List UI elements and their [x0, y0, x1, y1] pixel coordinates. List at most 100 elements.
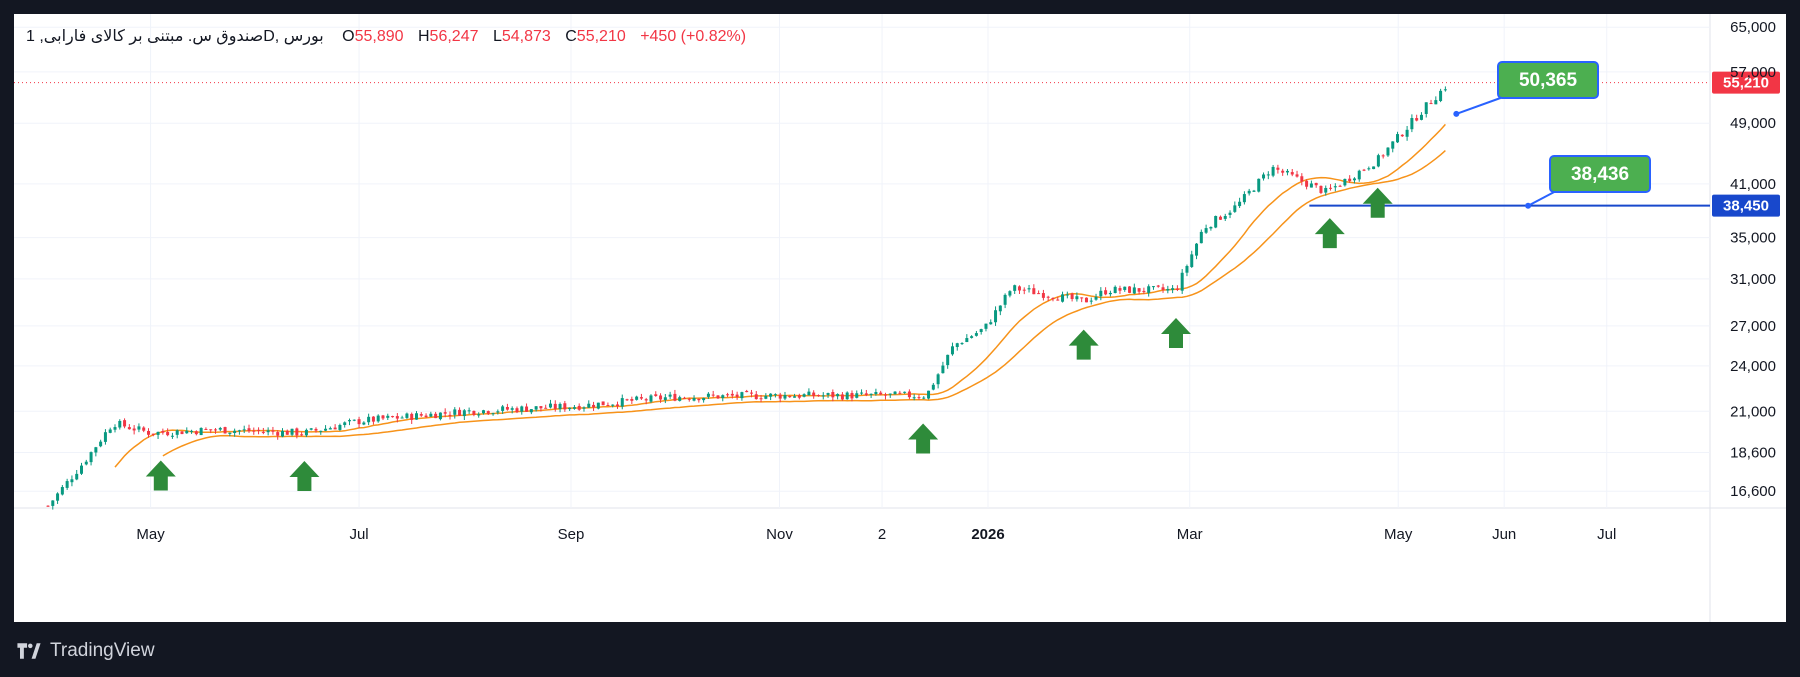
candle-body [1443, 89, 1447, 91]
y-tick-label: 31,000 [1730, 271, 1776, 288]
callout-pointer [1455, 95, 1507, 115]
candle-body [615, 404, 619, 407]
candle-body [1151, 286, 1155, 288]
open-value: 55,890 [354, 28, 404, 45]
candle-body [879, 392, 883, 395]
candle-body [1161, 287, 1165, 290]
high-value: 56,247 [429, 28, 479, 45]
candle-body [845, 392, 849, 400]
candle-body [1439, 90, 1443, 101]
candle-body [491, 413, 495, 415]
time-axis[interactable]: May Jul Sep Nov 2 2026 Mar May Jun Jul [136, 526, 1616, 543]
candle-body [1046, 296, 1050, 298]
candle-body [721, 395, 725, 399]
x-tick-label: Jul [349, 526, 368, 543]
candle-body [1415, 118, 1419, 121]
candle-body [592, 404, 596, 408]
candle-body [1128, 286, 1132, 293]
candle-body [300, 434, 304, 436]
candle-body [477, 414, 481, 416]
y-tick-label: 27,000 [1730, 318, 1776, 335]
candle-body [510, 408, 514, 410]
candle-body [1300, 176, 1304, 182]
candle-body [1338, 185, 1342, 187]
candle-body [558, 403, 562, 410]
candle-body [1276, 167, 1280, 170]
candle-body [1266, 174, 1270, 176]
candle-body [1171, 288, 1175, 290]
candle-body [955, 343, 959, 348]
candle-body [343, 422, 347, 426]
candle-body [654, 394, 658, 396]
x-tick-label: Jun [1492, 526, 1516, 543]
candle-body [419, 414, 423, 416]
candle-body [434, 413, 438, 419]
candle-body [836, 394, 840, 397]
candle-body [903, 391, 907, 393]
candle-body [247, 428, 251, 432]
candle-body [812, 392, 816, 397]
candle-body [1037, 293, 1041, 295]
candle-body [185, 430, 189, 434]
candle-body [950, 346, 954, 355]
candle-body [60, 487, 64, 495]
candle-body [1041, 293, 1045, 298]
candle-body [1190, 254, 1194, 267]
candle-body [525, 406, 529, 412]
symbol-legend: صندوق س. مبتنی بر کالای فارابی, 1D, بورس… [26, 26, 746, 46]
candle-body [1357, 170, 1361, 180]
price-axis[interactable]: 65,000 57,000 49,000 41,000 35,000 31,000 27,0… [1730, 19, 1776, 500]
callout-anchor-dot [1453, 110, 1460, 117]
x-tick-label: Mar [1177, 526, 1203, 543]
price-chart[interactable]: 55,210 38,450 50,365 38,436 65,000 57,000 49,… [14, 14, 1786, 622]
candle-body [726, 394, 730, 396]
candle-body [199, 427, 203, 436]
candle-body [716, 395, 720, 399]
candle-body [539, 406, 543, 409]
buy-arrow-icon [1314, 218, 1345, 249]
candle-body [458, 409, 462, 416]
candle-body [874, 392, 878, 395]
candle-body [1166, 288, 1170, 291]
chart-panel[interactable]: 55,210 38,450 50,365 38,436 65,000 57,000 49,… [14, 14, 1786, 622]
candle-body [1424, 102, 1428, 114]
candle-body [759, 398, 763, 400]
tradingview-brand[interactable]: TradingView [14, 640, 155, 662]
candle-body [1290, 172, 1294, 175]
candle-body [970, 336, 974, 338]
candle-body [371, 416, 375, 422]
candle-body [998, 305, 1002, 312]
candle-body [1156, 285, 1160, 287]
candle-body [1381, 155, 1385, 157]
candle-body [1281, 170, 1285, 173]
candle-body [1348, 178, 1352, 182]
candle-body [357, 419, 361, 425]
open-label: O [342, 28, 355, 45]
candle-body [295, 428, 299, 436]
y-tick-label: 41,000 [1730, 176, 1776, 193]
callout-anchor-dot [1525, 202, 1532, 209]
candle-body [764, 395, 768, 399]
candle-body [280, 430, 284, 437]
candle-body [893, 391, 897, 395]
candle-body [338, 424, 342, 430]
candle-body [1118, 288, 1122, 291]
candle-body [46, 505, 50, 507]
candle-body [1061, 294, 1065, 302]
candle-body [1372, 166, 1376, 170]
price-callout-box [1549, 155, 1651, 193]
candle-body [1003, 294, 1007, 305]
candle-body [1314, 182, 1318, 186]
candle-body [233, 430, 237, 433]
candle-body [668, 394, 672, 397]
candle-body [1405, 129, 1409, 137]
candle-body [252, 430, 256, 432]
candle-body [1391, 141, 1395, 149]
candle-body [888, 393, 892, 395]
candle-body [735, 394, 739, 397]
brand-name: TradingView [50, 640, 155, 661]
candle-body [1209, 226, 1213, 229]
candle-body [1252, 190, 1256, 192]
candle-body [65, 481, 69, 488]
candle-body [1137, 288, 1141, 292]
